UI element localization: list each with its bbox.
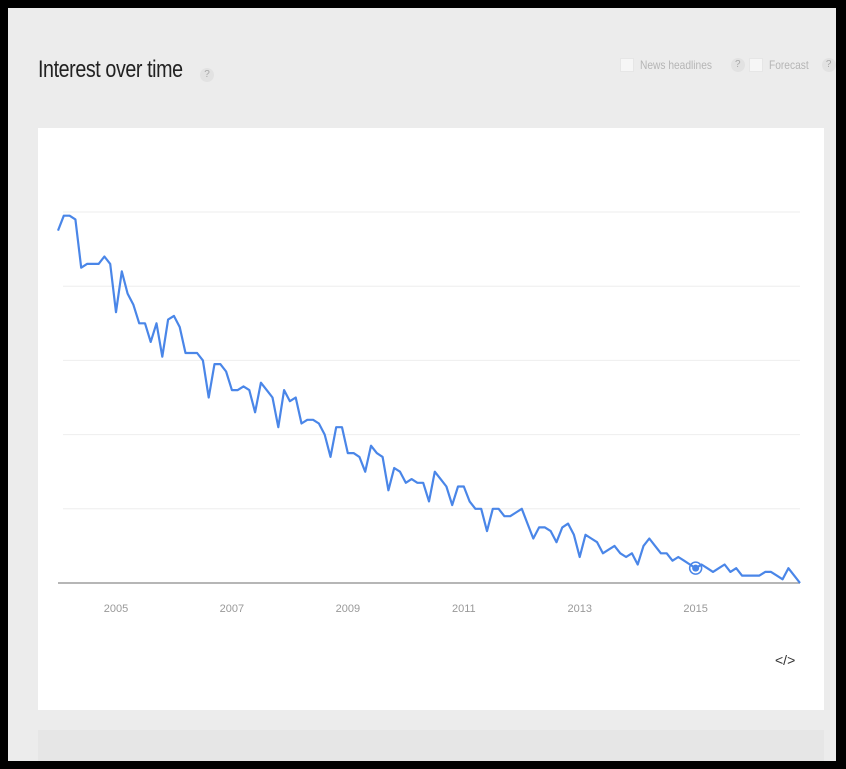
x-tick-label-2013: 2013 xyxy=(567,603,591,615)
x-tick-label-2015: 2015 xyxy=(683,603,707,615)
embed-code-icon[interactable]: </> xyxy=(775,652,796,668)
forecast-label: Forecast xyxy=(769,58,809,72)
news-headlines-checkbox[interactable] xyxy=(620,58,634,72)
x-tick-label-2007: 2007 xyxy=(220,603,244,615)
forecast-help-icon[interactable]: ? xyxy=(821,58,836,72)
forecast-checkbox[interactable] xyxy=(749,58,763,72)
news-help-icon[interactable]: ? xyxy=(730,58,745,72)
highlight-ring xyxy=(688,561,703,575)
title-help-icon[interactable]: ? xyxy=(200,68,214,82)
x-tick-label-2011: 2011 xyxy=(452,603,476,615)
news-headlines-option[interactable]: News headlines ? xyxy=(620,58,745,72)
highlight-point xyxy=(692,564,700,572)
chart-card xyxy=(38,128,824,710)
series-line xyxy=(56,214,801,584)
news-headlines-label: News headlines xyxy=(640,58,713,72)
footer-strip xyxy=(38,730,824,761)
forecast-option[interactable]: Forecast ? xyxy=(749,58,836,72)
x-tick-label-2005: 2005 xyxy=(104,603,128,615)
chart-title: Interest over time xyxy=(38,56,183,83)
x-tick-label-2009: 2009 xyxy=(336,603,360,615)
